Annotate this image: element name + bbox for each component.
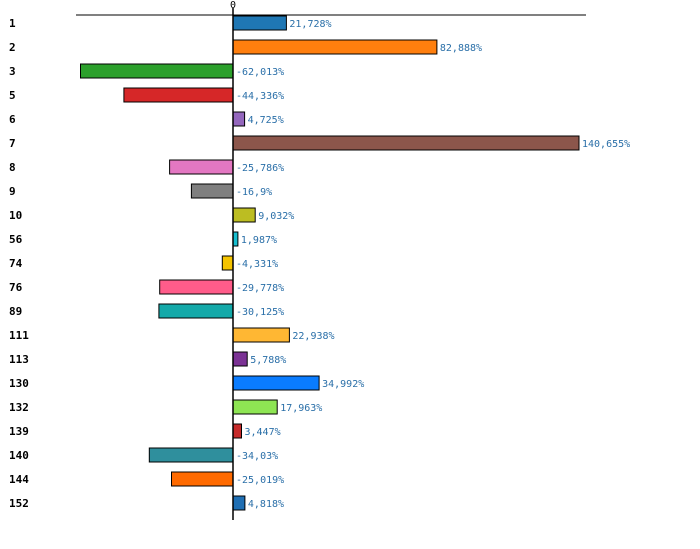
category-label: 130	[9, 377, 29, 390]
value-label: -29,778%	[236, 283, 284, 294]
value-label: -34,03%	[236, 451, 278, 462]
category-label: 9	[9, 185, 16, 198]
bar	[232, 15, 287, 31]
value-label: 3,447%	[245, 427, 281, 438]
bar	[232, 135, 580, 151]
category-label: 8	[9, 161, 16, 174]
bar	[232, 423, 242, 439]
category-label: 89	[9, 305, 22, 318]
value-label: -16,9%	[236, 187, 272, 198]
bar	[171, 471, 234, 487]
value-label: 17,963%	[280, 403, 322, 414]
bar	[232, 327, 290, 343]
bar	[190, 183, 234, 199]
category-label: 6	[9, 113, 16, 126]
bar	[123, 87, 234, 103]
value-label: 9,032%	[258, 211, 294, 222]
bar	[232, 375, 320, 391]
value-label: 5,788%	[250, 355, 286, 366]
category-label: 111	[9, 329, 29, 342]
bar	[232, 495, 246, 511]
category-label: 5	[9, 89, 16, 102]
category-label: 76	[9, 281, 23, 294]
category-label: 152	[9, 497, 29, 510]
value-label: 21,728%	[289, 19, 331, 30]
value-label: 4,725%	[248, 115, 284, 126]
category-label: 7	[9, 137, 16, 150]
bar	[232, 111, 246, 127]
bars-group: 1 21,728% 2 82,888% 3 -62,013% 5 -44,336% 6 4,725…	[9, 15, 630, 511]
category-label: 113	[9, 353, 29, 366]
value-label: -44,336%	[236, 91, 284, 102]
bar	[232, 39, 438, 55]
category-label: 139	[9, 425, 29, 438]
value-label: -62,013%	[236, 67, 284, 78]
category-label: 132	[9, 401, 29, 414]
category-label: 10	[9, 209, 22, 222]
zero-tick-label: 0	[230, 0, 236, 11]
category-label: 56	[9, 233, 23, 246]
bar	[221, 255, 234, 271]
bar	[148, 447, 234, 463]
value-label: -4,331%	[236, 259, 278, 270]
category-label: 2	[9, 41, 16, 54]
value-label: -30,125%	[236, 307, 284, 318]
value-label: 34,992%	[322, 379, 364, 390]
bar	[232, 351, 248, 367]
bar	[169, 159, 234, 175]
bar	[159, 279, 234, 295]
value-label: 82,888%	[440, 43, 482, 54]
value-label: 140,655%	[582, 139, 630, 150]
category-label: 3	[9, 65, 16, 78]
bar	[80, 63, 234, 79]
bar	[158, 303, 234, 319]
value-label: 1,987%	[241, 235, 277, 246]
bar	[232, 207, 256, 223]
category-label: 74	[9, 257, 23, 270]
category-label: 144	[9, 473, 29, 486]
category-label: 1	[9, 17, 16, 30]
bar	[232, 399, 278, 415]
value-label: -25,786%	[236, 163, 284, 174]
value-label: 22,938%	[292, 331, 334, 342]
category-label: 140	[9, 449, 29, 462]
value-label: 4,818%	[248, 499, 284, 510]
value-label: -25,019%	[236, 475, 284, 486]
